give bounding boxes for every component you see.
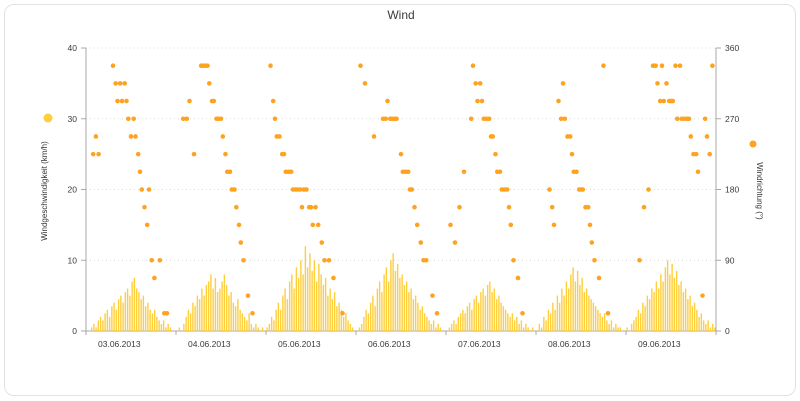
svg-text:40: 40 bbox=[68, 43, 78, 53]
svg-text:06.06.2013: 06.06.2013 bbox=[368, 339, 411, 349]
svg-text:360: 360 bbox=[725, 43, 739, 53]
x-axis-labels: 03.06.2013 04.06.2013 05.06.2013 06.06.2013… bbox=[98, 339, 681, 349]
direction-dots bbox=[90, 63, 715, 316]
svg-text:05.06.2013: 05.06.2013 bbox=[278, 339, 321, 349]
svg-text:09.06.2013: 09.06.2013 bbox=[638, 339, 681, 349]
chart-container: Wind 0 10 20 30 40 0 90 180 270 360 03.06.2013 04.… bbox=[4, 4, 796, 396]
svg-text:0: 0 bbox=[72, 326, 77, 336]
svg-text:08.06.2013: 08.06.2013 bbox=[548, 339, 591, 349]
svg-text:180: 180 bbox=[725, 185, 739, 195]
svg-text:270: 270 bbox=[725, 114, 739, 124]
right-axis-title: Windrichtung (°) bbox=[755, 162, 764, 220]
axis-tick-labels: 0 10 20 30 40 0 90 180 270 360 bbox=[68, 43, 740, 336]
svg-text:0: 0 bbox=[725, 326, 730, 336]
speed-series-marker bbox=[43, 113, 53, 123]
svg-text:07.06.2013: 07.06.2013 bbox=[458, 339, 501, 349]
chart-title: Wind bbox=[387, 8, 414, 22]
svg-text:30: 30 bbox=[68, 114, 78, 124]
direction-series-marker bbox=[749, 140, 757, 148]
gridlines bbox=[86, 47, 716, 261]
left-axis-title: Windgeschwindigkeit (km/h) bbox=[40, 141, 49, 241]
svg-text:04.06.2013: 04.06.2013 bbox=[188, 339, 231, 349]
speed-bars bbox=[90, 246, 716, 332]
axes bbox=[81, 47, 721, 335]
svg-text:90: 90 bbox=[725, 255, 735, 265]
svg-text:03.06.2013: 03.06.2013 bbox=[98, 339, 141, 349]
svg-text:10: 10 bbox=[68, 255, 78, 265]
svg-text:20: 20 bbox=[68, 185, 78, 195]
